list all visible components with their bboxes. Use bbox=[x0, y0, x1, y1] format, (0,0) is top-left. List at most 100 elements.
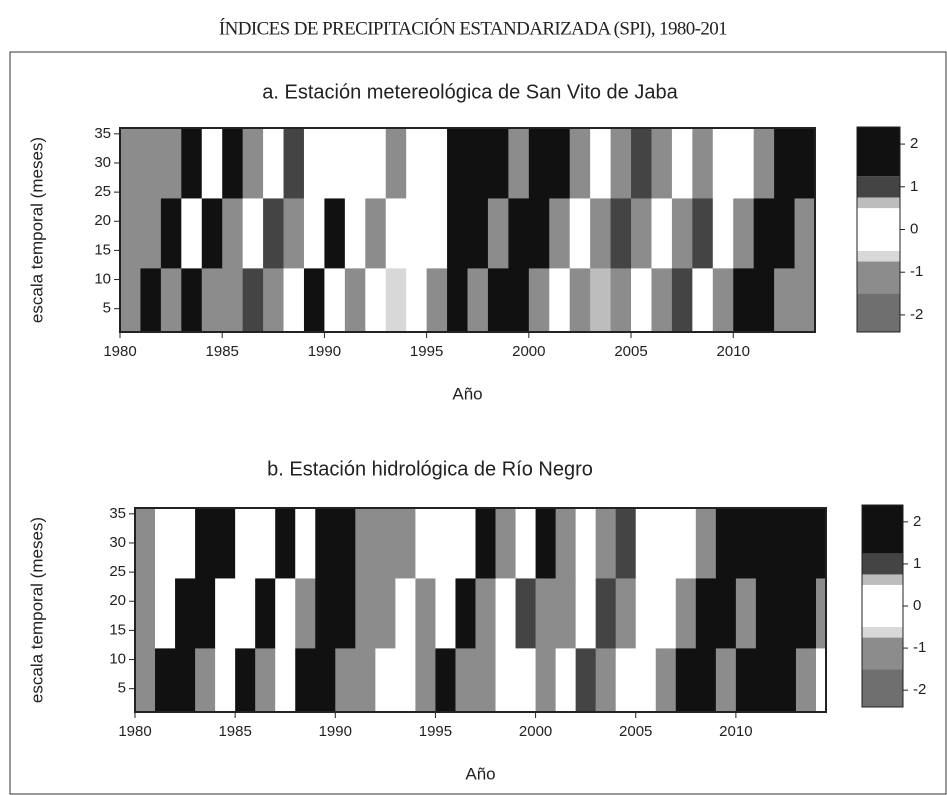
x-tick-label: 1985 bbox=[218, 723, 251, 740]
y-tick-label: 25 bbox=[94, 183, 111, 200]
y-tick-label: 35 bbox=[94, 125, 111, 142]
heatmap-cell bbox=[135, 577, 156, 649]
heatmap-cell bbox=[610, 267, 632, 333]
colorbar-segment bbox=[862, 574, 903, 585]
x-tick-label: 2000 bbox=[519, 723, 552, 740]
heatmap-cell bbox=[447, 267, 468, 333]
plot-border bbox=[134, 507, 827, 713]
heatmap-cell bbox=[692, 128, 714, 199]
heatmap-cell bbox=[235, 647, 256, 713]
heatmap-cell bbox=[395, 508, 416, 579]
heatmap-cell bbox=[235, 508, 256, 579]
heatmap-cell bbox=[671, 197, 693, 269]
heatmap-cell bbox=[160, 197, 182, 269]
heatmap-cell bbox=[475, 508, 497, 579]
heatmap-cell bbox=[181, 128, 203, 199]
heatmap-cell bbox=[715, 577, 737, 649]
heatmap-cell bbox=[365, 267, 387, 333]
heatmap-cell bbox=[631, 128, 652, 199]
heatmap-cell bbox=[335, 508, 356, 579]
heatmap-cell bbox=[385, 267, 407, 333]
heatmap-cell bbox=[415, 647, 436, 713]
heatmap-cell bbox=[535, 577, 557, 649]
heatmap-cell bbox=[712, 197, 734, 269]
heatmap-cell bbox=[455, 577, 476, 649]
frame bbox=[9, 51, 947, 795]
heatmap-cell bbox=[549, 197, 571, 269]
heatmap-cell bbox=[692, 267, 714, 333]
heatmap-cell bbox=[455, 508, 476, 579]
heatmap-cell bbox=[774, 128, 796, 199]
heatmap-cell bbox=[201, 128, 223, 199]
heatmap-cell bbox=[595, 577, 617, 649]
heatmap-cell bbox=[774, 267, 796, 333]
heatmap-cell bbox=[733, 128, 755, 199]
plot-border bbox=[119, 127, 816, 333]
heatmap-cell bbox=[695, 647, 717, 713]
heatmap-cell bbox=[215, 577, 236, 649]
x-axis-title: Año bbox=[465, 764, 495, 783]
x-tick-label: 1980 bbox=[118, 723, 151, 740]
heatmap-cell bbox=[135, 647, 156, 713]
heatmap-cell bbox=[415, 577, 436, 649]
y-axis-title: escala temporal (meses) bbox=[27, 517, 46, 703]
heatmap-cell bbox=[255, 508, 276, 579]
heatmap-cell bbox=[155, 577, 176, 649]
heatmap-cell bbox=[815, 647, 827, 713]
heatmap-cell bbox=[508, 267, 530, 333]
heatmap-cell bbox=[528, 197, 550, 269]
heatmap-cell bbox=[655, 508, 677, 579]
heatmap-cell bbox=[255, 577, 276, 649]
y-tick-label: 10 bbox=[94, 271, 111, 288]
heatmap-cell bbox=[651, 128, 673, 199]
heatmap-cell bbox=[671, 128, 693, 199]
heatmap-cell bbox=[324, 267, 346, 333]
heatmap-cell bbox=[275, 577, 296, 649]
heatmap-cell bbox=[324, 128, 346, 199]
heatmap-cell bbox=[695, 508, 717, 579]
panel-title: b. Estación hidrológica de Río Negro bbox=[267, 458, 593, 480]
heatmap-cell bbox=[675, 577, 697, 649]
y-tick-label: 25 bbox=[109, 563, 126, 580]
heatmap-cell bbox=[235, 577, 256, 649]
heatmap-cell bbox=[795, 508, 817, 579]
heatmap-cell bbox=[375, 647, 396, 713]
heatmap-cell bbox=[295, 577, 316, 649]
heatmap-cell bbox=[455, 647, 476, 713]
heatmap-cell bbox=[175, 647, 196, 713]
heatmap-cell bbox=[435, 647, 456, 713]
heatmap-cell bbox=[774, 197, 796, 269]
heatmap-cell bbox=[435, 577, 456, 649]
heatmap-cell bbox=[715, 508, 737, 579]
heatmap-cell bbox=[753, 197, 775, 269]
panel-title: a. Estación metereológica de San Vito de… bbox=[262, 81, 678, 103]
x-tick-label: 2005 bbox=[619, 723, 652, 740]
heatmap-cell bbox=[222, 197, 244, 269]
heatmap-cell bbox=[549, 128, 571, 199]
colorbar-segment bbox=[862, 627, 903, 638]
heatmap-cell bbox=[415, 508, 436, 579]
heatmap-cell bbox=[755, 577, 777, 649]
heatmap-cell bbox=[120, 267, 141, 333]
heatmap-cell bbox=[794, 197, 816, 269]
heatmap-cell bbox=[795, 647, 817, 713]
heatmap-cell bbox=[535, 508, 557, 579]
colorbar-tick-label: 2 bbox=[910, 135, 918, 152]
heatmap-cell bbox=[569, 267, 591, 333]
colorbar-tick-label: 0 bbox=[913, 597, 921, 614]
heatmap-cell bbox=[406, 128, 428, 199]
x-tick-label: 2000 bbox=[512, 343, 545, 360]
heatmap-cell bbox=[615, 508, 637, 579]
heatmap-cell bbox=[160, 267, 182, 333]
heatmap-cell bbox=[595, 508, 617, 579]
colorbar-tick-label: 2 bbox=[913, 513, 921, 530]
heatmap-cell bbox=[549, 267, 571, 333]
heatmap-cell bbox=[315, 647, 336, 713]
heatmap-cell bbox=[283, 267, 305, 333]
heatmap-cell bbox=[695, 577, 717, 649]
heatmap-cell bbox=[355, 577, 376, 649]
heatmap-cell bbox=[475, 647, 497, 713]
heatmap-cell bbox=[712, 267, 734, 333]
colorbar-segment bbox=[857, 197, 900, 209]
x-axis-title: Año bbox=[452, 384, 482, 403]
